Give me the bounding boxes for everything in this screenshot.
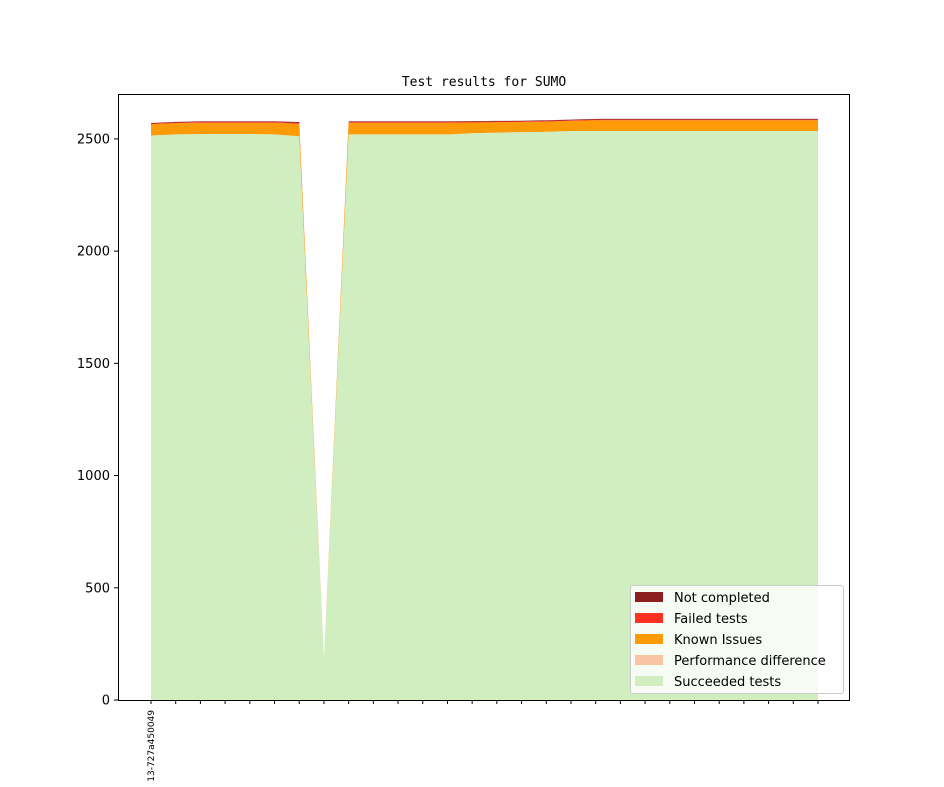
y-tick-label: 2500 [77,132,110,147]
y-axis: 0 500 1000 1500 2000 2500 [77,132,118,709]
y-tick-label: 2000 [77,245,110,260]
legend-label-failed-tests: Failed tests [674,612,748,627]
stacked-areas [151,118,818,700]
legend-swatch-succeeded-tests [635,676,663,686]
legend: Not completed Failed tests Known Issues Per… [630,585,844,694]
chart-title: Test results for SUMO [402,75,567,90]
y-tick-label: 1500 [77,357,110,372]
legend-swatch-performance-difference [635,655,663,665]
legend-label-not-completed: Not completed [674,591,770,606]
x-axis: 13-727a450049 [147,700,819,782]
legend-label-succeeded-tests: Succeeded tests [674,675,781,690]
legend-label-performance-difference: Performance difference [674,654,826,669]
legend-box [630,585,844,694]
area-succeeded-tests [151,131,818,700]
y-tick-label: 1000 [77,469,110,484]
y-tick-label: 0 [102,694,110,709]
legend-swatch-known-issues [635,634,663,644]
plot-frame [118,94,850,701]
legend-swatch-not-completed [635,592,663,602]
legend-swatch-failed-tests [635,613,663,623]
y-tick-label: 500 [85,581,110,596]
x-tick-label: 13-727a450049 [147,710,157,782]
legend-label-known-issues: Known Issues [674,633,762,648]
